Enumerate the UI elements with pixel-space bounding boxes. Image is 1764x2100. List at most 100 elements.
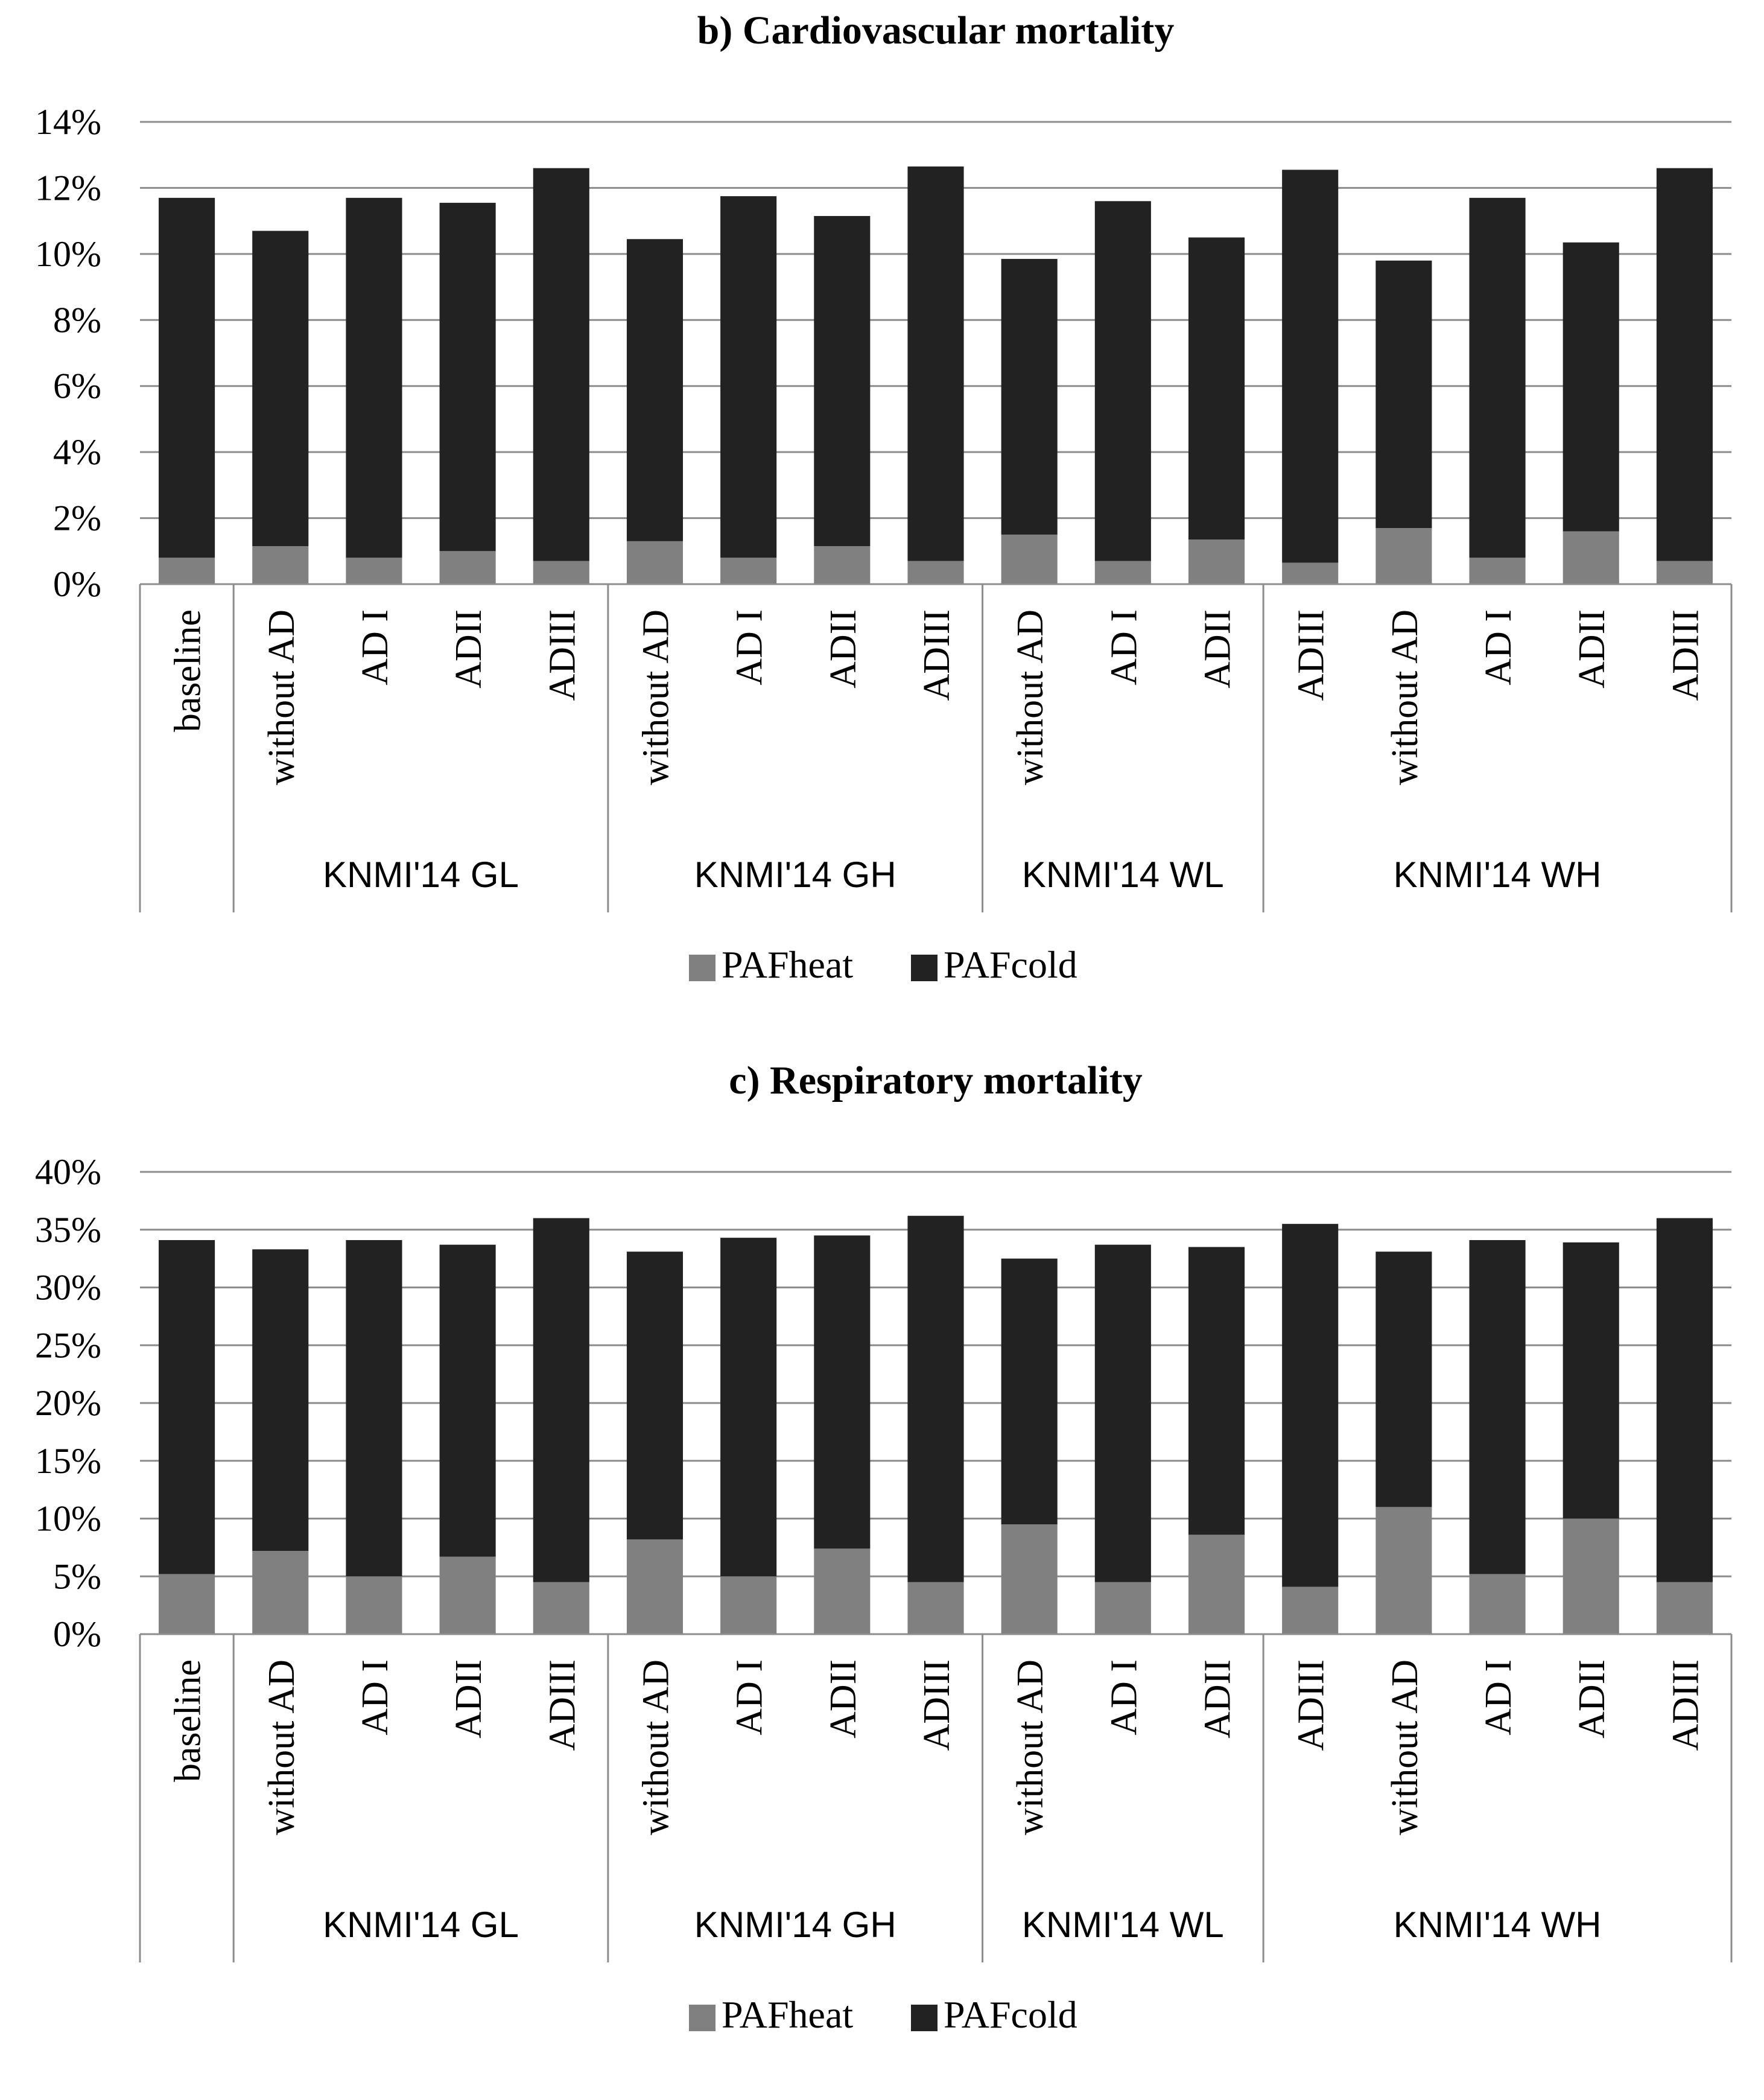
bar-segment-pafheat xyxy=(1188,1535,1245,1634)
x-category-label: ADII xyxy=(823,609,864,689)
x-category-label: without AD xyxy=(1385,1659,1426,1835)
bar-segment-pafheat xyxy=(814,546,871,584)
y-tick-label: 15% xyxy=(35,1441,101,1481)
x-group-label: KNMI'14 GL xyxy=(323,854,519,895)
y-tick-label: 30% xyxy=(35,1268,101,1308)
cardiovascular-chart: b) Cardiovascular mortality 0% 2% 4% 6% 8% 10%… xyxy=(35,8,1733,986)
bar-segment-pafcold xyxy=(252,231,309,547)
bar-segment-pafcold xyxy=(626,239,684,541)
bar-segment-pafcold xyxy=(1188,1247,1245,1535)
bar-segment-pafcold xyxy=(439,1244,496,1557)
x-category-label: ADIII xyxy=(1291,1659,1332,1751)
x-category-label: without AD xyxy=(635,1659,676,1835)
x-category-label: ADIII xyxy=(1291,609,1332,701)
legend-swatch xyxy=(911,955,938,981)
bar-segment-pafcold xyxy=(1375,260,1432,528)
y-tick-label: 0% xyxy=(53,1614,101,1654)
bar-segment-pafheat xyxy=(907,1582,964,1634)
bar-segment-pafcold xyxy=(1001,259,1058,535)
bar-segment-pafheat xyxy=(720,558,777,584)
x-category-label: AD I xyxy=(1103,609,1144,686)
x-category-label: ADII xyxy=(1572,1659,1613,1739)
y-tick-label: 35% xyxy=(35,1210,101,1250)
bar-segment-pafheat xyxy=(626,541,684,584)
bar-segment-pafheat xyxy=(1375,1507,1432,1634)
x-group-label: KNMI'14 WH xyxy=(1394,854,1602,895)
bar-segment-pafheat xyxy=(159,558,215,584)
x-group-label: KNMI'14 GH xyxy=(694,854,896,895)
bar-segment-pafheat xyxy=(626,1539,684,1634)
bar-segment-pafcold xyxy=(1469,1239,1526,1574)
x-category-label: without AD xyxy=(1010,1659,1051,1835)
bar-segment-pafcold xyxy=(1094,201,1151,561)
bar-segment-pafcold xyxy=(1001,1258,1058,1525)
bar-segment-pafheat xyxy=(1656,561,1713,584)
bar-segment-pafcold xyxy=(907,166,964,561)
x-category-label: AD I xyxy=(1103,1659,1144,1736)
bar-segment-pafheat xyxy=(1282,562,1339,584)
x-group-label: KNMI'14 GH xyxy=(694,1904,896,1945)
bar-segment-pafheat xyxy=(439,1556,496,1634)
bar-segment-pafcold xyxy=(1094,1244,1151,1582)
x-category-label: baseline xyxy=(168,609,209,732)
bar-segment-pafheat xyxy=(533,1582,589,1634)
bar-segment-pafheat xyxy=(1563,531,1619,584)
y-tick-label: 2% xyxy=(53,498,101,538)
bar-segment-pafheat xyxy=(814,1548,871,1634)
y-tick-label: 40% xyxy=(35,1152,101,1192)
y-tick-label: 8% xyxy=(53,300,101,340)
legend-label: PAFheat xyxy=(722,1993,853,2036)
legend-swatch xyxy=(911,2005,938,2031)
bar-segment-pafheat xyxy=(252,546,309,584)
bar-segment-pafcold xyxy=(1656,1218,1713,1582)
bar-segment-pafcold xyxy=(346,197,402,558)
bar-segment-pafheat xyxy=(1375,527,1432,584)
x-category-label: ADII xyxy=(1572,609,1613,689)
bar-segment-pafcold xyxy=(533,168,589,561)
bar-segment-pafcold xyxy=(720,1238,777,1577)
y-tick-label: 6% xyxy=(53,366,101,406)
respiratory-chart-panel: c) Respiratory mortality 0% 5% 10% 15% 20% 25%… xyxy=(0,1050,1764,2100)
bar-segment-pafcold xyxy=(814,1235,871,1549)
bar-segment-pafheat xyxy=(907,561,964,584)
x-group-label: KNMI'14 GL xyxy=(323,1904,519,1945)
bar-segment-pafheat xyxy=(1469,1574,1526,1634)
x-category-label: ADII xyxy=(448,609,489,689)
bar-segment-pafheat xyxy=(1094,1582,1151,1634)
chart-title: b) Cardiovascular mortality xyxy=(697,8,1175,52)
bar-segment-pafcold xyxy=(1375,1252,1432,1507)
y-tick-label: 4% xyxy=(53,432,101,472)
x-category-label: AD I xyxy=(729,1659,770,1736)
x-category-label: without AD xyxy=(1010,609,1051,785)
x-category-label: AD I xyxy=(1478,609,1519,686)
x-group-label: KNMI'14 WL xyxy=(1022,1904,1224,1945)
chart-title: c) Respiratory mortality xyxy=(729,1058,1142,1102)
x-category-label: baseline xyxy=(168,1659,209,1782)
x-category-label: ADII xyxy=(823,1659,864,1739)
x-category-label: AD I xyxy=(355,609,396,686)
x-category-label: AD I xyxy=(1478,1659,1519,1736)
respiratory-chart: c) Respiratory mortality 0% 5% 10% 15% 20% 25%… xyxy=(35,1058,1733,2036)
bar-segment-pafheat xyxy=(533,561,589,584)
legend-label: PAFcold xyxy=(944,1993,1077,2036)
y-tick-label: 10% xyxy=(35,234,101,274)
bar-segment-pafcold xyxy=(814,215,871,547)
x-category-label: ADIII xyxy=(542,1659,583,1751)
x-category-label: ADII xyxy=(448,1659,489,1739)
legend-swatch xyxy=(689,955,715,981)
bar-segment-pafcold xyxy=(252,1249,309,1551)
x-group-label: KNMI'14 WH xyxy=(1394,1904,1602,1945)
cardiovascular-chart-panel: b) Cardiovascular mortality 0% 2% 4% 6% 8% 10%… xyxy=(35,8,1733,986)
bar-segment-pafheat xyxy=(159,1574,215,1634)
bar-segment-pafheat xyxy=(1001,534,1058,584)
x-category-label: ADII xyxy=(1198,1659,1239,1739)
x-category-label: ADIII xyxy=(916,1659,957,1751)
bar-segment-pafheat xyxy=(439,551,496,584)
legend-label: PAFcold xyxy=(944,943,1077,986)
x-category-label: without AD xyxy=(261,609,302,785)
bar-segment-pafcold xyxy=(1188,237,1245,540)
x-category-label: AD I xyxy=(355,1659,396,1736)
bar-segment-pafheat xyxy=(720,1576,777,1634)
y-tick-label: 10% xyxy=(35,1499,101,1539)
bar-segment-pafcold xyxy=(1282,1224,1339,1587)
